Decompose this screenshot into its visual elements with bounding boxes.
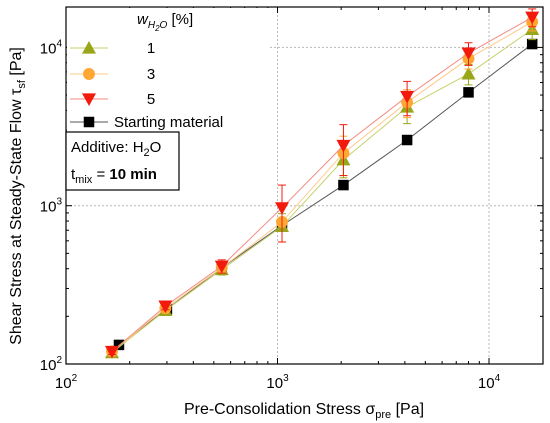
x-tick-label: 104	[478, 373, 501, 392]
data-point	[526, 38, 538, 50]
legend-marker	[82, 41, 96, 54]
annotation-frame	[65, 131, 180, 191]
legend-item-3: 5	[70, 91, 155, 108]
legend-title: wH2O [%]	[137, 11, 193, 33]
legend-label: 3	[147, 66, 155, 83]
legend-label: 1	[147, 40, 155, 57]
legend-item-1: 1	[70, 40, 155, 57]
legend-marker	[83, 68, 95, 80]
y-axis-title: Shear Stress at Steady-State Flow τsf [P…	[8, 47, 28, 345]
legend-marker	[82, 93, 96, 106]
series-line	[111, 28, 533, 354]
data-point	[525, 11, 540, 25]
x-axis-title: Pre-Consolidation Stress σpre [Pa]	[184, 401, 424, 421]
legend-items: 1 3 5 Starting material	[70, 40, 223, 131]
annotation-box: Additive: H2O tmix = 10 min	[65, 131, 180, 191]
data-point	[104, 345, 119, 359]
data-point	[401, 134, 413, 146]
data-point	[463, 87, 474, 98]
y-tick-label: 104	[40, 38, 63, 57]
legend-label: Starting material	[114, 114, 223, 131]
legend: wH2O [%] 1 3 5 Starting material	[67, 8, 269, 132]
data-point	[158, 300, 173, 314]
data-point	[461, 66, 476, 80]
series-line	[111, 16, 533, 352]
series-layer	[104, 8, 540, 359]
series-3	[104, 8, 540, 359]
data-point	[274, 202, 289, 215]
data-point	[336, 139, 351, 153]
grid-lines	[66, 7, 543, 364]
legend-frame	[67, 8, 269, 132]
legend-label: 5	[147, 91, 155, 108]
data-point	[400, 90, 415, 104]
data-point	[338, 179, 349, 191]
series-line	[111, 21, 533, 352]
annotation-line-additive: Additive: H2O	[71, 139, 161, 159]
annotation-line-tmix: tmix = 10 min	[71, 166, 157, 186]
data-point	[461, 47, 476, 61]
legend-item-2: 3	[70, 66, 155, 83]
x-tick-label: 102	[55, 373, 78, 392]
y-tick-label: 102	[40, 355, 63, 374]
legend-item-4: Starting material	[70, 114, 223, 131]
x-tick-label: 103	[266, 373, 289, 392]
legend-marker	[83, 116, 95, 128]
data-point	[214, 260, 229, 274]
y-tick-label: 103	[40, 197, 63, 216]
